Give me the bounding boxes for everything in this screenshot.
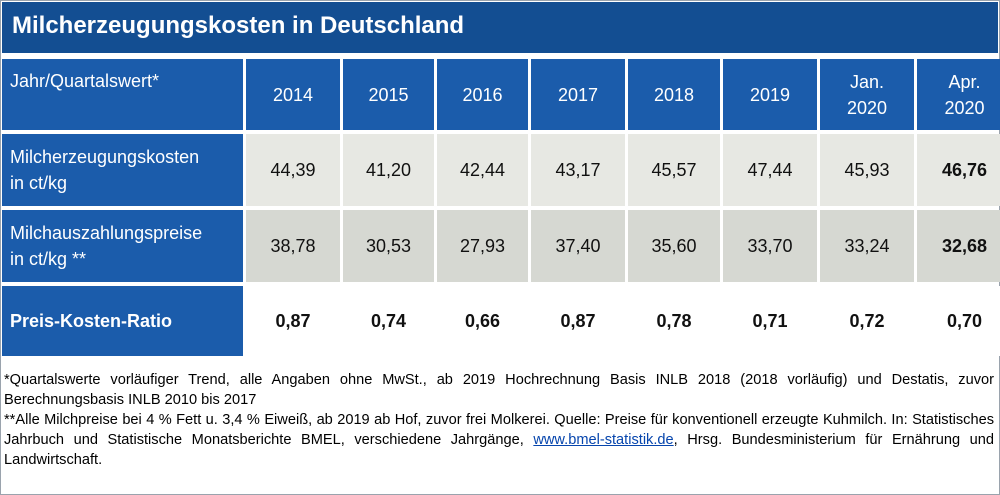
data-table: Jahr/Quartalswert* 2014 2015 2016 2017 2… xyxy=(0,55,1000,360)
table-cell: 43,17 xyxy=(531,134,625,206)
table-cell: 41,20 xyxy=(343,134,434,206)
column-month: Apr. xyxy=(948,71,981,92)
table-cell-highlight: 46,76 xyxy=(917,134,1000,206)
source-link[interactable]: www.bmel-statistik.de xyxy=(533,432,674,448)
table-cell: 0,78 xyxy=(628,286,720,356)
column-year: 2016 xyxy=(462,84,503,105)
column-header-2015: 2015 xyxy=(343,59,434,130)
column-header-2019: 2019 xyxy=(723,59,817,130)
row-label-price-cost-ratio: Preis-Kosten-Ratio xyxy=(2,286,243,356)
table-cell: 0,87 xyxy=(246,286,340,356)
table-cell: 30,53 xyxy=(343,210,434,282)
column-year: 2018 xyxy=(653,84,695,105)
table-cell-highlight: 32,68 xyxy=(917,210,1000,282)
table-cell: 0,72 xyxy=(820,286,914,356)
table-cell: 38,78 xyxy=(246,210,340,282)
column-year: 2017 xyxy=(557,84,599,105)
table-cell: 0,74 xyxy=(343,286,434,356)
table-cell: 47,44 xyxy=(723,134,817,206)
column-year: 2014 xyxy=(272,84,314,105)
table-row-price-cost-ratio: Preis-Kosten-Ratio 0,87 0,74 0,66 0,87 0… xyxy=(2,286,1000,356)
header-label-cell: Jahr/Quartalswert* xyxy=(2,59,243,130)
column-header-jan-2020: Jan. 2020 xyxy=(820,59,914,130)
column-year: 2020 xyxy=(846,97,888,118)
column-year: 2019 xyxy=(749,84,791,105)
table-cell: 33,24 xyxy=(820,210,914,282)
row-label-unit: in ct/kg xyxy=(10,173,68,193)
table-cell: 33,70 xyxy=(723,210,817,282)
footnote-milk-prices: **Alle Milchpreise bei 4 % Fett u. 3,4 %… xyxy=(4,410,994,470)
column-header-2017: 2017 xyxy=(531,59,625,130)
row-label-line: Milchauszahlungspreise xyxy=(10,223,203,243)
row-label-line: Milcherzeugungskosten xyxy=(10,147,200,167)
row-label-line: Preis-Kosten-Ratio xyxy=(10,311,173,331)
table-cell: 42,44 xyxy=(437,134,528,206)
table-cell: 0,66 xyxy=(437,286,528,356)
column-header-2018: 2018 xyxy=(628,59,720,130)
table-row-production-costs: Milcherzeugungskosten in ct/kg 44,39 41,… xyxy=(2,134,1000,206)
table-cell: 0,70 xyxy=(917,286,1000,356)
table-cell: 0,87 xyxy=(531,286,625,356)
row-label-unit: in ct/kg ** xyxy=(10,249,87,269)
table-cell: 0,71 xyxy=(723,286,817,356)
column-year: 2020 xyxy=(944,97,985,118)
table-cell: 45,93 xyxy=(820,134,914,206)
footnote-text: **Alle Milchpreise bei 4 % Fett u. 3,4 %… xyxy=(4,412,994,448)
column-header-apr-2020: Apr. 2020 xyxy=(917,59,1000,130)
row-label-milk-prices: Milchauszahlungspreise in ct/kg ** xyxy=(2,210,243,282)
page-title: Milcherzeugungskosten in Deutschland xyxy=(12,12,465,39)
column-year: 2015 xyxy=(368,84,409,105)
column-header-2016: 2016 xyxy=(437,59,528,130)
column-header-2014: 2014 xyxy=(246,59,340,130)
table-row-milk-prices: Milchauszahlungspreise in ct/kg ** 38,78… xyxy=(2,210,1000,282)
table-cell: 35,60 xyxy=(628,210,720,282)
table-cell: 45,57 xyxy=(628,134,720,206)
row-label-production-costs: Milcherzeugungskosten in ct/kg xyxy=(2,134,243,206)
header-label: Jahr/Quartalswert* xyxy=(10,71,160,91)
footnote-text: , Hrsg. Bundesministerium für Ernährung … xyxy=(4,432,995,468)
table-cell: 37,40 xyxy=(531,210,625,282)
footnotes: *Quartalswerte vorläufiger Trend, alle A… xyxy=(4,370,994,470)
table-cell: 44,39 xyxy=(246,134,340,206)
column-month: Jan. xyxy=(849,71,885,92)
footnote-quarterly: *Quartalswerte vorläufiger Trend, alle A… xyxy=(4,372,994,408)
header-row: Jahr/Quartalswert* 2014 2015 2016 2017 2… xyxy=(2,59,1000,130)
table-cell: 27,93 xyxy=(437,210,528,282)
title-bar: Milcherzeugungskosten in Deutschland xyxy=(2,2,998,57)
